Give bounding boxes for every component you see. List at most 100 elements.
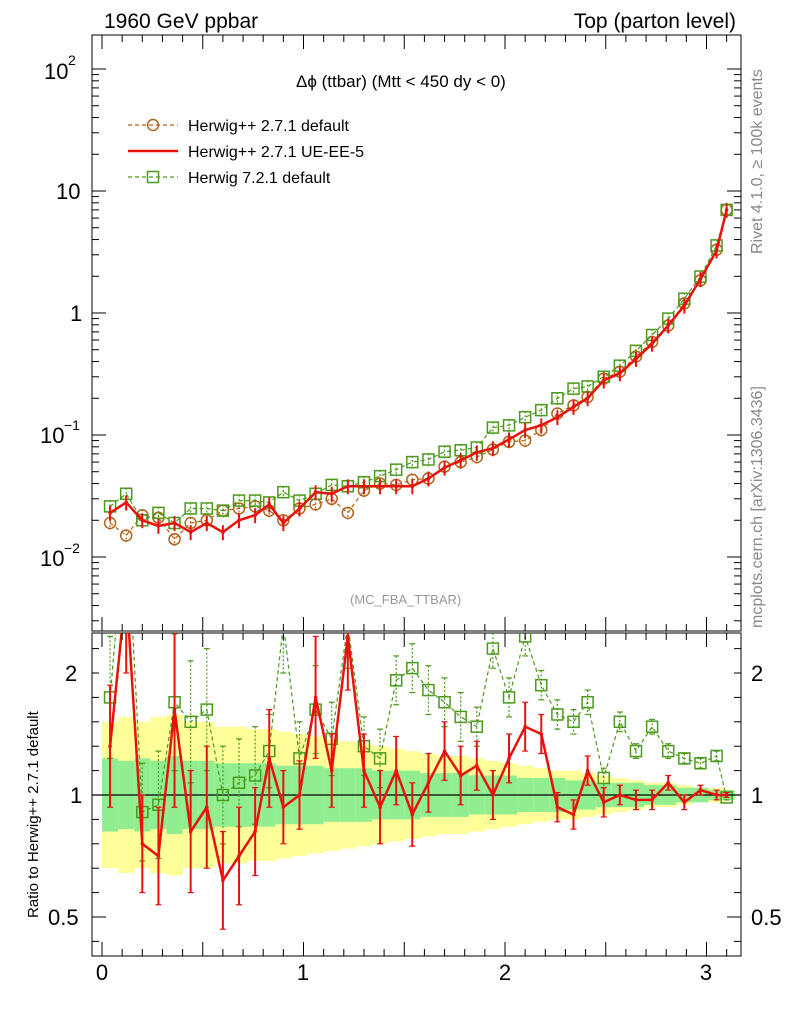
- ratio-panel-content: [92, 633, 741, 930]
- ratio-point-square: [406, 661, 419, 675]
- xtick-1: 1: [297, 960, 309, 985]
- ratio-point-dot: [507, 756, 511, 761]
- ratio-point-square: [232, 776, 246, 790]
- plot-title: Δϕ (ttbar) (Mtt < 450 dy < 0): [296, 72, 506, 91]
- point-square: [389, 463, 403, 476]
- ratio-point-square: [661, 744, 675, 758]
- point-dot: [571, 405, 576, 409]
- point-square: [152, 506, 165, 520]
- ratio-point-square: [184, 715, 197, 729]
- ratio-point-dot: [237, 854, 241, 858]
- point-dot: [362, 484, 366, 489]
- ratio-point-dot: [329, 768, 334, 773]
- xtick-2: 2: [499, 960, 511, 985]
- point-dot: [634, 357, 638, 361]
- ratio-point-dot: [281, 805, 286, 809]
- legend-label-herwig271: Herwig++ 2.7.1 default: [188, 118, 350, 135]
- series-top-0: [103, 203, 733, 546]
- ratio-point-square: [629, 744, 643, 758]
- ratio-point-dot: [618, 793, 622, 797]
- legend-marker-square: [146, 170, 160, 184]
- ratio-point-square: [567, 715, 580, 729]
- point-dot: [491, 446, 495, 450]
- ratio-point-dot: [491, 793, 495, 797]
- point-dot: [140, 518, 145, 523]
- point-dot: [666, 323, 671, 328]
- point-dot: [394, 484, 398, 489]
- ratio-point-square: [710, 749, 723, 763]
- point-circle: [168, 532, 181, 546]
- point-dot: [172, 521, 177, 525]
- point-dot: [458, 458, 463, 463]
- ratio-point-square: [645, 720, 659, 733]
- ratio-point-dot: [523, 724, 527, 729]
- ytick-1e2-exp: 2: [68, 52, 76, 68]
- point-dot: [555, 415, 560, 419]
- ratio-point-dot: [698, 788, 703, 792]
- legend-item-ueee5: Herwig++ 2.7.1 UE-EE-5: [128, 144, 364, 161]
- ratio-line-1: [109, 633, 728, 814]
- ratio-point-dot: [458, 773, 463, 778]
- ratio-point-square: [694, 757, 707, 770]
- point-square: [486, 421, 500, 434]
- legend-marker-circle: [146, 118, 160, 132]
- point-dot: [108, 511, 112, 515]
- ratio-point-square: [518, 633, 532, 643]
- ratio-point-dot: [682, 800, 687, 805]
- point-square: [567, 382, 580, 395]
- series-ratio-0: [107, 633, 730, 930]
- point-dot: [650, 341, 654, 346]
- ratio-y-label: Ratio to Herwig++ 2.7.1 default: [25, 710, 42, 918]
- ratio-point-square: [470, 720, 484, 733]
- point-dot: [724, 208, 729, 212]
- ratio-point-square: [551, 708, 564, 721]
- ratio-point-dot: [253, 829, 257, 834]
- point-circle: [119, 529, 133, 542]
- ratio-point-square: [200, 703, 214, 716]
- ratio-point-square: [422, 683, 435, 697]
- top-panel-frame: [91, 34, 742, 632]
- point-square: [422, 453, 435, 466]
- point-square: [406, 455, 419, 469]
- point-dot: [267, 502, 272, 507]
- point-square: [232, 494, 246, 507]
- ratio-point-square: [438, 696, 451, 709]
- point-dot: [714, 248, 719, 253]
- ratio-ytick-right-1: 1: [751, 783, 763, 808]
- ratio-point-square: [389, 674, 403, 687]
- ratio-point-dot: [108, 744, 112, 748]
- ratio-point-square: [720, 791, 733, 804]
- ytick-10: 10: [56, 179, 80, 204]
- point-square: [438, 445, 451, 458]
- xtick-0: 0: [96, 960, 108, 985]
- legend-label-herwig721: Herwig 7.2.1 default: [188, 170, 331, 187]
- point-dot: [426, 476, 431, 481]
- point-circle: [309, 498, 322, 511]
- point-dot: [204, 521, 209, 525]
- ratio-point-square: [535, 678, 548, 692]
- ratio-point-dot: [634, 798, 638, 802]
- ratio-point-dot: [474, 763, 479, 768]
- ratio-point-dot: [539, 732, 544, 736]
- point-dot: [346, 484, 350, 489]
- legend-item-herwig721: Herwig 7.2.1 default: [128, 170, 331, 187]
- ratio-point-dot: [426, 781, 431, 785]
- point-dot: [297, 506, 302, 511]
- ratio-point-square: [581, 696, 594, 709]
- ratio-point-dot: [601, 800, 606, 805]
- ratio-line-0: [108, 633, 727, 884]
- ytick-1e2: 10: [44, 59, 68, 84]
- ratio-ytick-right-0.5: 0.5: [751, 905, 782, 930]
- point-dot: [156, 524, 161, 528]
- ratio-point-dot: [204, 805, 209, 809]
- ytick-1e-1: 10: [40, 423, 64, 448]
- ratio-ytick-2: 2: [65, 661, 77, 686]
- point-square: [216, 504, 230, 517]
- point-dot: [523, 428, 527, 432]
- ratio-point-dot: [188, 829, 193, 834]
- ratio-point-dot: [650, 798, 654, 802]
- ratio-point-dot: [410, 812, 415, 817]
- ratio-ytick-right-2: 2: [751, 661, 763, 686]
- point-dot: [188, 530, 193, 534]
- ratio-point-dot: [714, 793, 719, 797]
